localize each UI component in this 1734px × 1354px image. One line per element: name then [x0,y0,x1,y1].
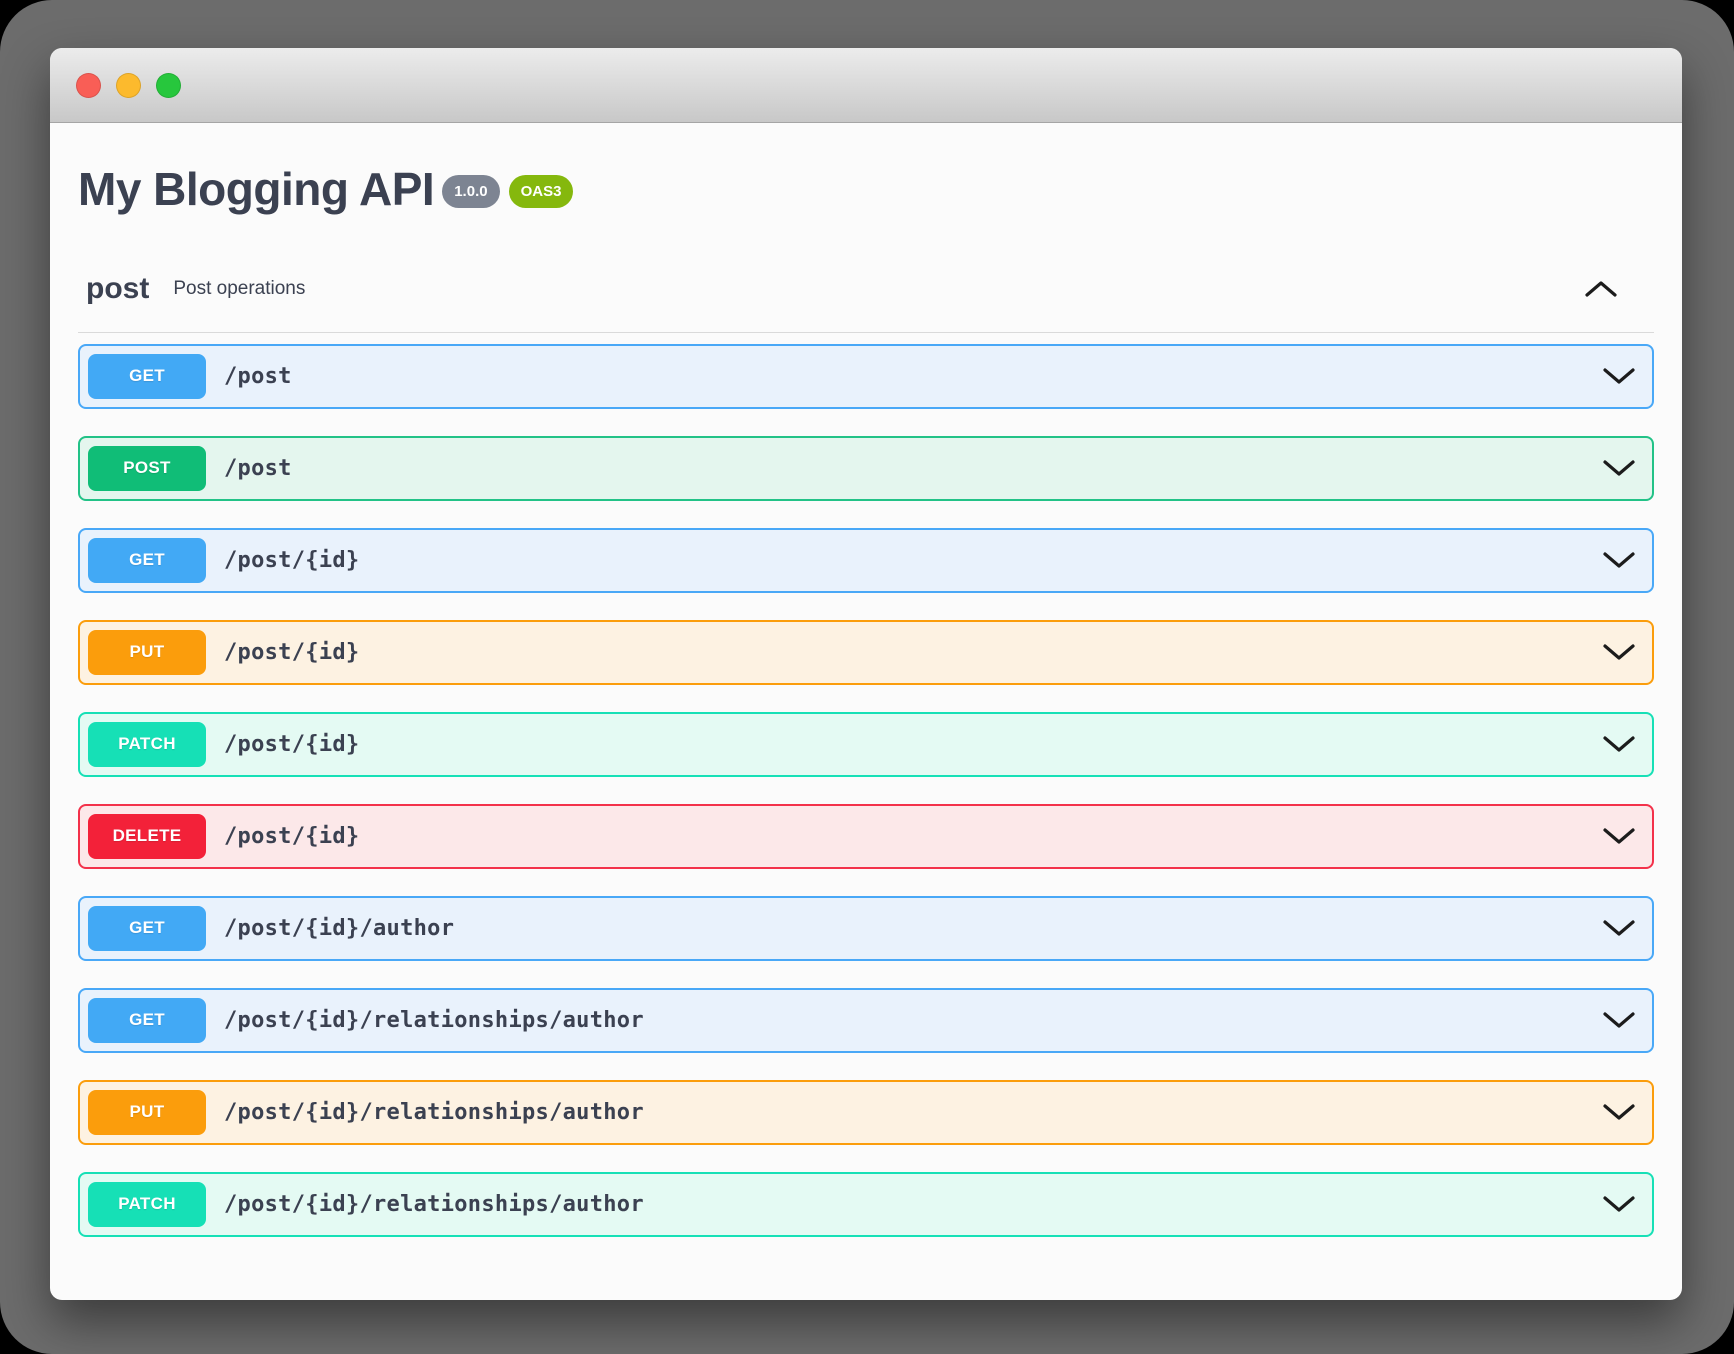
chevron-down-icon [1602,1011,1636,1029]
operations-list: GET /post POST /post GET /post/{id} PUT … [78,343,1654,1237]
chevron-down-icon [1602,643,1636,661]
operation-row-patch-9[interactable]: PATCH /post/{id}/relationships/author [78,1171,1654,1237]
http-method-badge: DELETE [88,813,206,859]
endpoint-path: /post/{id}/relationships/author [224,1191,644,1217]
version-badge: 1.0.0 [442,175,500,208]
api-title-row: My Blogging API 1.0.0 OAS3 [78,163,1654,216]
tag-section-header-post[interactable]: post Post operations [78,272,1654,306]
http-method-badge: GET [88,905,206,951]
endpoint-path: /post/{id} [224,547,360,573]
chevron-down-icon [1602,735,1636,753]
tag-name: post [86,271,150,305]
operation-row-put-8[interactable]: PUT /post/{id}/relationships/author [78,1079,1654,1145]
window-titlebar [50,48,1682,123]
endpoint-path: /post/{id}/relationships/author [224,1099,644,1125]
operation-row-delete-5[interactable]: DELETE /post/{id} [78,803,1654,869]
operation-row-get-2[interactable]: GET /post/{id} [78,527,1654,593]
operation-row-patch-4[interactable]: PATCH /post/{id} [78,711,1654,777]
operation-row-post-1[interactable]: POST /post [78,435,1654,501]
endpoint-path: /post/{id} [224,731,360,757]
endpoint-path: /post/{id} [224,639,360,665]
endpoint-path: /post [224,455,292,481]
chevron-down-icon [1602,367,1636,385]
operation-row-put-3[interactable]: PUT /post/{id} [78,619,1654,685]
chevron-down-icon [1602,827,1636,845]
http-method-badge: PATCH [88,1181,206,1227]
close-window-button[interactable] [76,72,101,98]
http-method-badge: POST [88,445,206,491]
endpoint-path: /post/{id}/relationships/author [224,1007,644,1033]
http-method-badge: PUT [88,629,206,675]
oas3-badge: OAS3 [508,175,574,208]
operation-row-get-7[interactable]: GET /post/{id}/relationships/author [78,987,1654,1053]
chevron-up-icon [1584,280,1618,298]
minimize-window-button[interactable] [116,72,141,98]
chevron-down-icon [1602,919,1636,937]
http-method-badge: GET [88,997,206,1043]
page-title: My Blogging API [78,163,435,215]
chevron-down-icon [1602,551,1636,569]
http-method-badge: GET [88,537,206,583]
section-divider [78,331,1654,333]
endpoint-path: /post/{id} [224,823,360,849]
endpoint-path: /post [224,363,292,389]
http-method-badge: PATCH [88,721,206,767]
http-method-badge: PUT [88,1089,206,1135]
operation-row-get-0[interactable]: GET /post [78,343,1654,409]
operation-row-get-6[interactable]: GET /post/{id}/author [78,895,1654,961]
chevron-down-icon [1602,459,1636,477]
chevron-down-icon [1602,1103,1636,1121]
endpoint-path: /post/{id}/author [224,915,455,941]
chevron-down-icon [1602,1195,1636,1213]
tag-description: Post operations [173,277,306,299]
zoom-window-button[interactable] [156,72,181,98]
swagger-content: My Blogging API 1.0.0 OAS3 post Post ope… [50,123,1682,1237]
app-window: My Blogging API 1.0.0 OAS3 post Post ope… [50,48,1682,1300]
http-method-badge: GET [88,353,206,399]
collapse-section-button[interactable] [1580,276,1622,302]
